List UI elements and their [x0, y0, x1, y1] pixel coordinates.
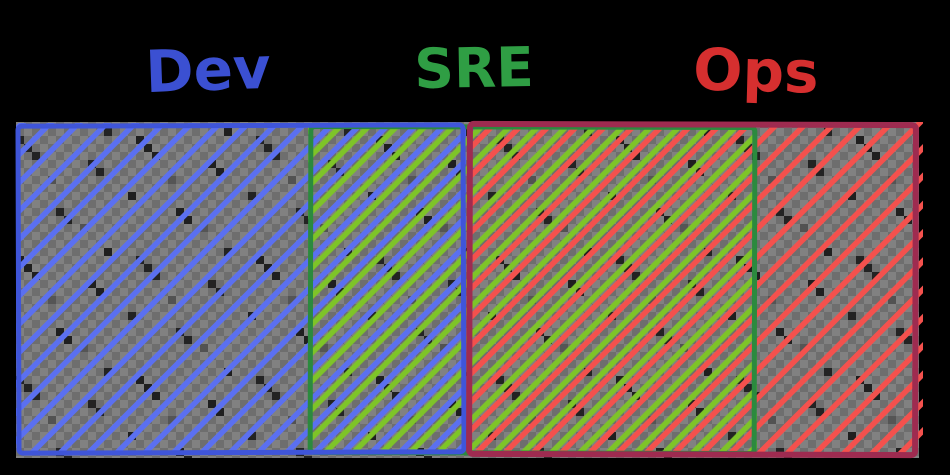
ops-area-hatch: [469, 122, 923, 455]
label-dev: Dev: [144, 34, 272, 106]
dev-rectangle-border: [15, 122, 467, 456]
label-ops: Ops: [692, 35, 819, 106]
label-sre: SRE: [414, 35, 535, 101]
ops-rectangle-border: [466, 120, 919, 459]
venn-rectangles: [15, 120, 923, 459]
labels: Dev SRE Ops: [144, 34, 819, 107]
